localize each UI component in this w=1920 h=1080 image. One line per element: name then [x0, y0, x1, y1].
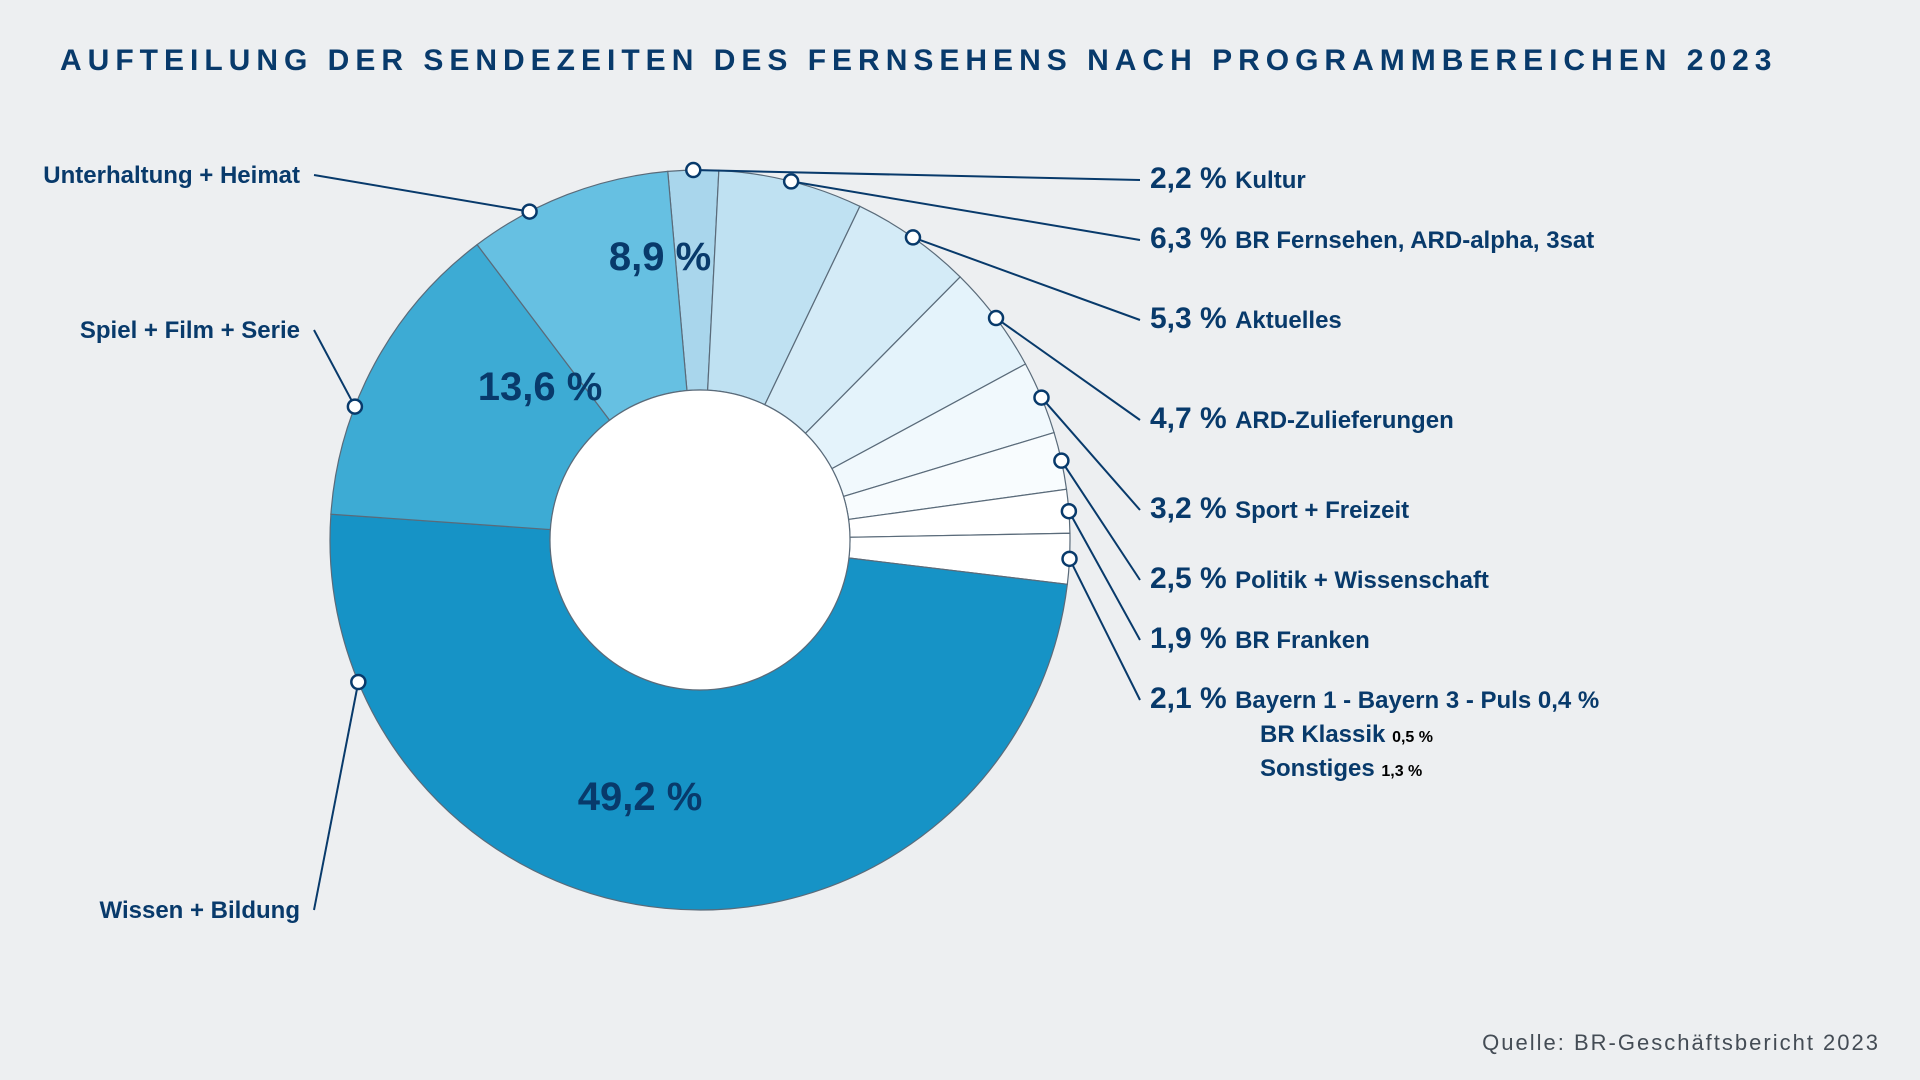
marker-franken: [1062, 504, 1076, 518]
marker-sport: [1034, 391, 1048, 405]
label-aktuelles: 5,3 % Aktuelles: [1150, 302, 1342, 335]
label-kultur: 2,2 % Kultur: [1150, 162, 1306, 195]
label-sport: 3,2 % Sport + Freizeit: [1150, 492, 1409, 525]
leader-spiel: [314, 330, 355, 407]
donut-hole: [550, 390, 850, 690]
label-ard: 4,7 % ARD-Zulieferungen: [1150, 402, 1454, 435]
inner-pct-wissen: 49,2 %: [578, 775, 703, 819]
leader-sonst: [1070, 559, 1140, 700]
chart-title: AUFTEILUNG DER SENDEZEITEN DES FERNSEHEN…: [60, 44, 1778, 77]
marker-unterhaltung: [523, 205, 537, 219]
marker-ard: [989, 311, 1003, 325]
label-spiel: Spiel + Film + Serie: [80, 317, 300, 344]
marker-aktuelles: [906, 230, 920, 244]
leader-unterhaltung: [314, 175, 530, 212]
inner-pct-spiel: 13,6 %: [478, 365, 603, 409]
marker-politik: [1054, 454, 1068, 468]
label-sonst: 2,1 % Bayern 1 - Bayern 3 - Puls 0,4 %BR…: [1150, 682, 1599, 782]
marker-wissen: [351, 675, 365, 689]
marker-sonst: [1063, 552, 1077, 566]
label-franken: 1,9 % BR Franken: [1150, 622, 1370, 655]
label-brtv: 6,3 % BR Fernsehen, ARD-alpha, 3sat: [1150, 222, 1594, 255]
marker-brtv: [784, 174, 798, 188]
donut-chart: AUFTEILUNG DER SENDEZEITEN DES FERNSEHEN…: [0, 0, 1920, 1080]
source-text: Quelle: BR-Geschäftsbericht 2023: [1482, 1030, 1880, 1055]
label-wissen: Wissen + Bildung: [100, 897, 300, 924]
leader-franken: [1069, 511, 1140, 640]
label-politik: 2,5 % Politik + Wissenschaft: [1150, 562, 1489, 595]
label-unterhaltung: Unterhaltung + Heimat: [43, 162, 300, 189]
marker-kultur: [686, 163, 700, 177]
marker-spiel: [348, 400, 362, 414]
inner-pct-unterhaltung: 8,9 %: [609, 235, 711, 279]
leader-wissen: [314, 682, 358, 910]
